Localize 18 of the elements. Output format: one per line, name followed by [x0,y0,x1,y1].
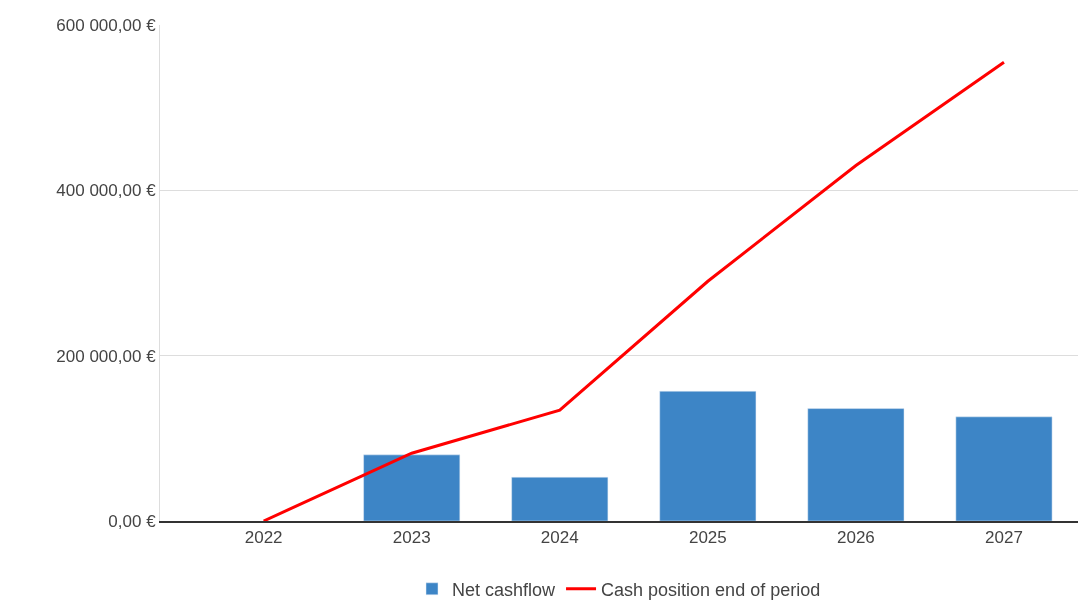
legend-label: Cash position end of period [601,579,821,600]
bar [511,476,609,521]
bar [955,416,1053,521]
bar [363,454,461,521]
bar [659,390,757,521]
bar [807,408,905,521]
line-series [262,60,1006,521]
x-tick-label: 2022 [244,528,283,548]
y-tick-label: 200 000,00 € [56,346,157,366]
y-tick-label: 600 000,00 € [56,15,157,35]
y-tick-label: 400 000,00 € [56,181,157,201]
x-tick-label: 2023 [392,528,431,548]
y-tick-label: 0,00 € [108,511,157,531]
x-tick-label: 2026 [836,528,875,548]
x-tick-label: 2027 [985,528,1023,548]
legend-label: Net cashflow [452,579,557,600]
x-tick-label: 2024 [540,528,579,548]
x-tick-label: 2025 [688,528,727,548]
